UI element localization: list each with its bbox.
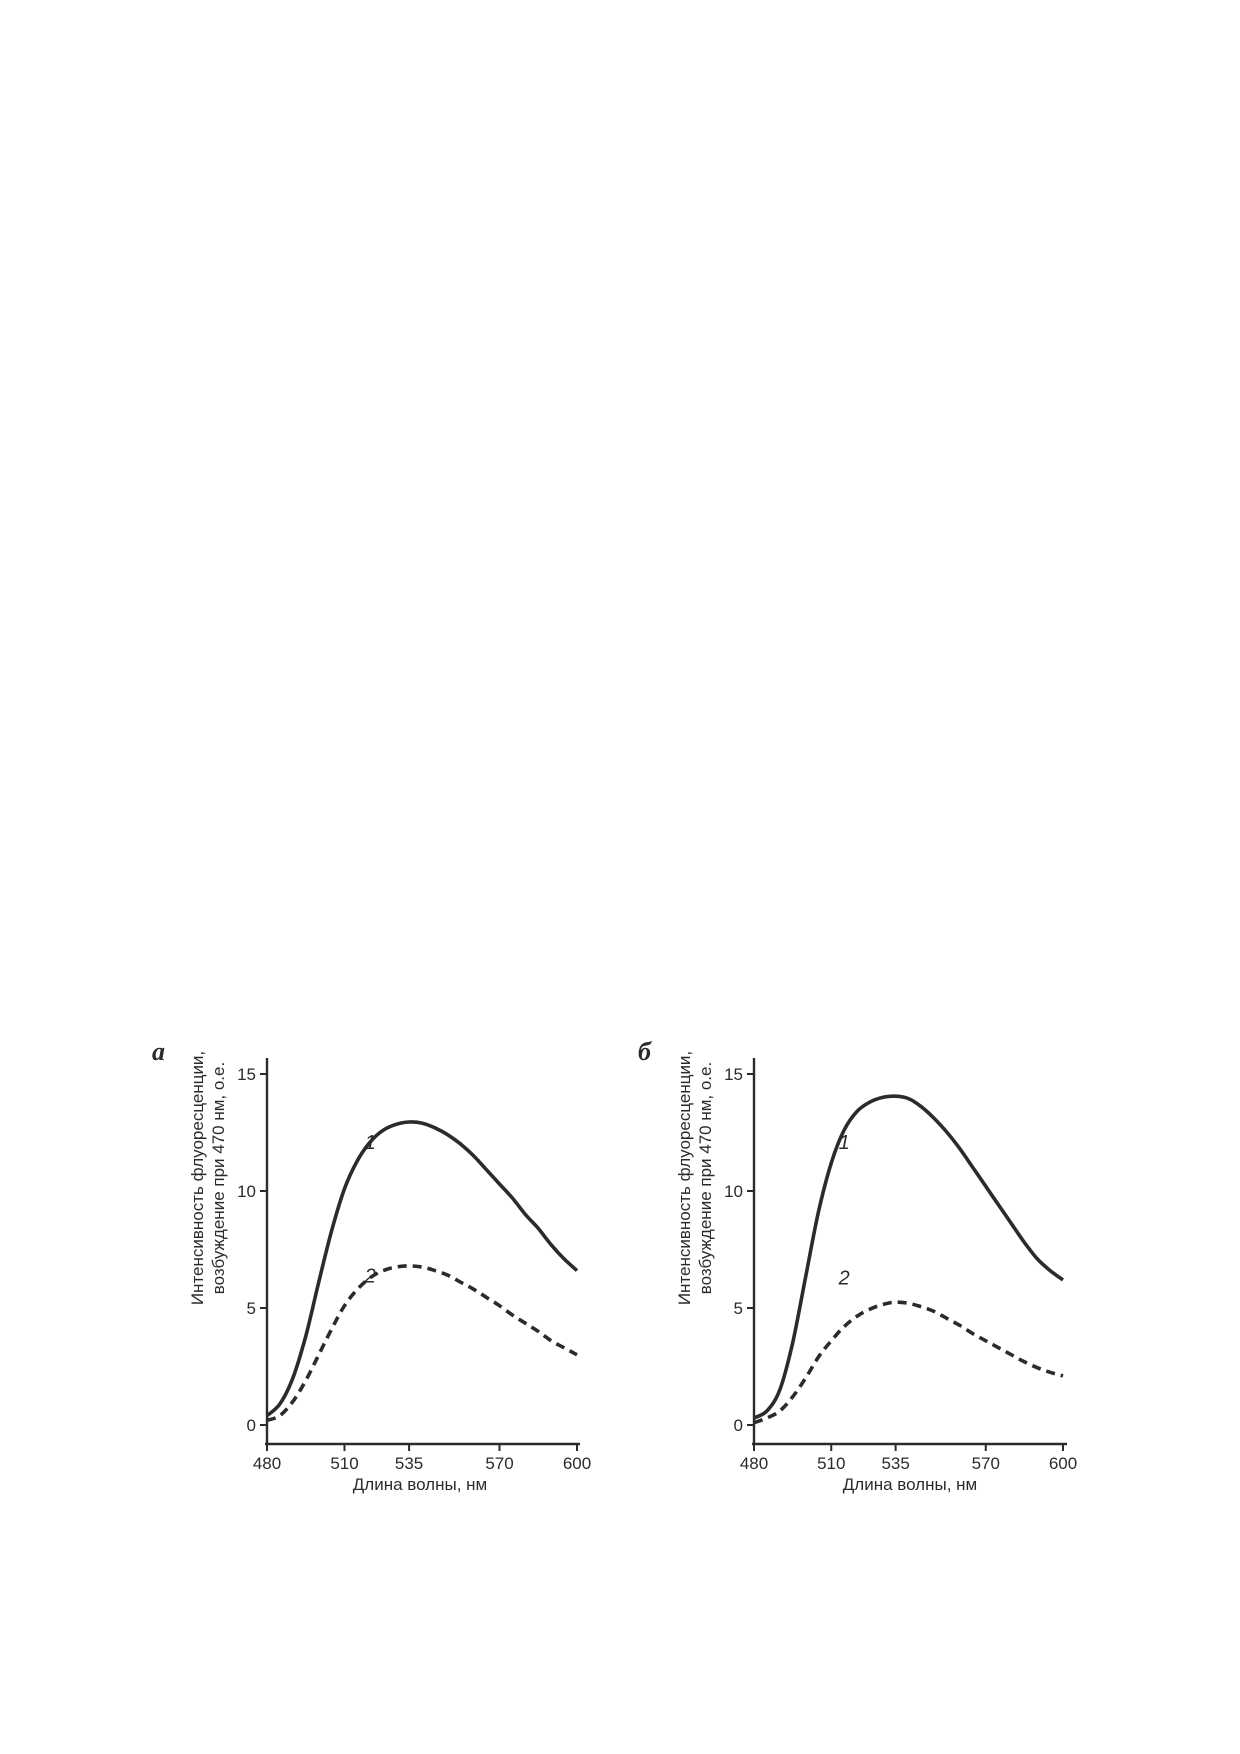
y-tick-label: 0 — [247, 1416, 256, 1435]
series-2-label: 2 — [838, 1268, 850, 1290]
series-2-line — [753, 1300, 1064, 1425]
chart-panel-b: б Интенсивность флуоресценции, возбужден… — [638, 1037, 1077, 1494]
y-tick-label: 15 — [724, 1065, 743, 1084]
series-2-line — [266, 1264, 578, 1423]
panel-label-b: б — [638, 1037, 652, 1066]
x-tick-label: 510 — [330, 1454, 358, 1473]
x-axis-title: Длина волны, нм — [353, 1475, 487, 1494]
series-1-label: 1 — [365, 1132, 376, 1154]
y-tick-label: 5 — [734, 1299, 743, 1318]
x-tick-label: 570 — [972, 1454, 1000, 1473]
x-tick-label: 600 — [563, 1454, 591, 1473]
x-tick-label: 570 — [485, 1454, 513, 1473]
chart-panel-a: а Интенсивность флуоресценции, возбужден… — [152, 1037, 591, 1494]
y-axis-title-line-1: Интенсивность флуоресценции, — [675, 1051, 694, 1305]
y-tick-label: 0 — [734, 1416, 743, 1435]
x-tick-label: 535 — [395, 1454, 423, 1473]
x-tick-label: 535 — [881, 1454, 909, 1473]
y-axis-title-line-1: Интенсивность флуоресценции, — [188, 1051, 207, 1305]
y-axis-title-line-2: возбуждение при 470 нм, о.е. — [209, 1062, 228, 1294]
series-1-line — [753, 1094, 1065, 1420]
x-tick-label: 480 — [740, 1454, 768, 1473]
x-tick-label: 600 — [1049, 1454, 1077, 1473]
x-axis-title: Длина волны, нм — [843, 1475, 977, 1494]
y-tick-label: 5 — [247, 1299, 256, 1318]
y-tick-label: 10 — [237, 1182, 256, 1201]
panel-label-a: а — [152, 1037, 165, 1066]
series-1-label: 1 — [839, 1132, 850, 1154]
series-1-line — [265, 1120, 579, 1418]
series-2-label: 2 — [364, 1265, 376, 1287]
x-tick-label: 510 — [817, 1454, 845, 1473]
y-tick-label: 10 — [724, 1182, 743, 1201]
y-tick-label: 15 — [237, 1065, 256, 1084]
x-tick-label: 480 — [253, 1454, 281, 1473]
y-axis-title-line-2: возбуждение при 470 нм, о.е. — [696, 1062, 715, 1294]
